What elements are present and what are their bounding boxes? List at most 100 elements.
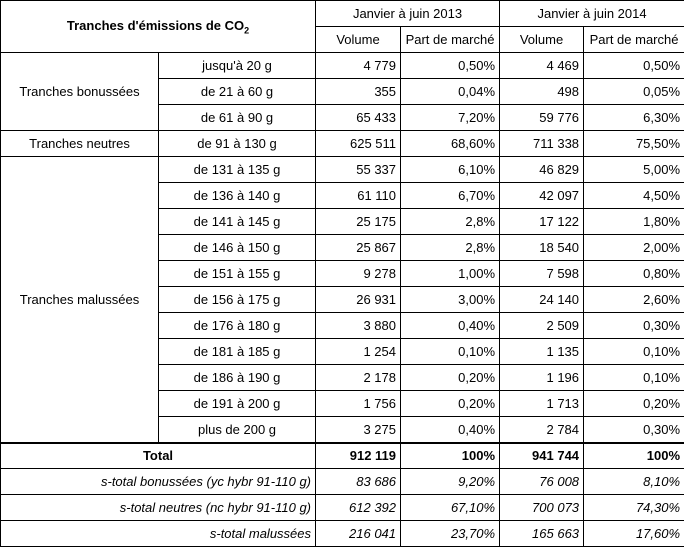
range-cell: de 91 à 130 g: [157, 130, 317, 157]
group-cell-bonussees: Tranches bonussées: [0, 52, 159, 131]
table-row: de 61 à 90 g 65 433 7,20% 59 776 6,30%: [1, 104, 684, 131]
volume-2013-cell: 9 278: [315, 260, 402, 287]
share-2014-cell: 0,05%: [583, 78, 684, 105]
table-row: de 146 à 150 g 25 867 2,8% 18 540 2,00%: [1, 234, 684, 261]
share-2013-cell: 0,40%: [400, 312, 501, 339]
volume-2013-cell: 2 178: [315, 364, 402, 391]
subtotal-volume-2013-cell: 216 041: [315, 520, 402, 547]
share-2014-cell: 2,60%: [583, 286, 684, 313]
volume-2014-cell: 1 135: [499, 338, 585, 365]
share-2014-cell: 1,80%: [583, 208, 684, 235]
volume-2013-cell: 355: [315, 78, 402, 105]
group-cell-malussees: Tranches malussées: [0, 156, 159, 443]
subtotal-row: s-total neutres (nc hybr 91-110 g) 612 3…: [0, 494, 684, 521]
range-cell: de 181 à 185 g: [157, 338, 317, 365]
share-2014-cell: 0,30%: [583, 312, 684, 339]
volume-2013-cell: 25 867: [315, 234, 402, 261]
table-title-text: Tranches d'émissions de CO: [66, 17, 245, 33]
subtotal-row: s-total malussées 216 041 23,70% 165 663…: [0, 520, 684, 547]
subtotal-volume-2013-cell: 83 686: [315, 468, 402, 495]
table-row: de 181 à 185 g 1 254 0,10% 1 135 0,10%: [1, 338, 684, 365]
volume-2013-cell: 25 175: [315, 208, 402, 235]
total-volume-2013-cell: 912 119: [315, 441, 402, 469]
subtotal-share-2014-cell: 8,10%: [583, 468, 684, 495]
share-2013-cell: 0,50%: [400, 52, 501, 79]
subtotal-label-cell: s-total bonussées (yc hybr 91-110 g): [0, 468, 317, 495]
subtotal-volume-2014-cell: 700 073: [499, 494, 585, 521]
total-share-2014-cell: 100%: [583, 441, 684, 469]
share-2014-cell: 0,50%: [583, 52, 684, 79]
table-row: de 176 à 180 g 3 880 0,40% 2 509 0,30%: [1, 312, 684, 339]
share-2013-cell: 6,70%: [400, 182, 501, 209]
volume-2013-cell: 1 756: [315, 390, 402, 417]
subtotal-share-2013-cell: 67,10%: [400, 494, 501, 521]
table-row: de 21 à 60 g 355 0,04% 498 0,05%: [1, 78, 684, 105]
volume-2014-cell: 4 469: [499, 52, 585, 79]
share-2013-cell: 3,00%: [400, 286, 501, 313]
share-2013-cell: 6,10%: [400, 156, 501, 183]
share-2014-cell: 75,50%: [583, 130, 684, 157]
share-2014-cell: 6,30%: [583, 104, 684, 131]
volume-2013-cell: 1 254: [315, 338, 402, 365]
total-share-2013-cell: 100%: [400, 441, 501, 469]
range-cell: plus de 200 g: [157, 416, 317, 443]
co2-subscript: 2: [244, 25, 250, 36]
period-2014-header: Janvier à juin 2014: [499, 0, 684, 27]
volume-2013-cell: 4 779: [315, 52, 402, 79]
share-2014-cell: 0,10%: [583, 364, 684, 391]
range-cell: de 151 à 155 g: [157, 260, 317, 287]
share-2014-cell: 0,80%: [583, 260, 684, 287]
volume-2014-cell: 1 196: [499, 364, 585, 391]
period-2013-header: Janvier à juin 2013: [315, 0, 501, 27]
share-2013-cell: 0,10%: [400, 338, 501, 365]
total-label-cell: Total: [0, 441, 317, 469]
table-row: de 151 à 155 g 9 278 1,00% 7 598 0,80%: [1, 260, 684, 287]
volume-2013-cell: 55 337: [315, 156, 402, 183]
volume-2013-cell: 61 110: [315, 182, 402, 209]
volume-2014-cell: 46 829: [499, 156, 585, 183]
subtotal-share-2014-cell: 17,60%: [583, 520, 684, 547]
group-cell-neutres: Tranches neutres: [0, 130, 159, 157]
share-2013-cell: 7,20%: [400, 104, 501, 131]
share-2013-cell: 1,00%: [400, 260, 501, 287]
subtotal-volume-2014-cell: 76 008: [499, 468, 585, 495]
range-cell: jusqu'à 20 g: [157, 52, 317, 79]
volume-2013-cell: 65 433: [315, 104, 402, 131]
share-2014-cell: 0,10%: [583, 338, 684, 365]
share-2014-header: Part de marché: [583, 26, 684, 53]
share-2013-cell: 0,40%: [400, 416, 501, 443]
volume-2013-cell: 3 880: [315, 312, 402, 339]
subtotal-volume-2013-cell: 612 392: [315, 494, 402, 521]
range-cell: de 131 à 135 g: [157, 156, 317, 183]
share-2014-cell: 4,50%: [583, 182, 684, 209]
range-cell: de 146 à 150 g: [157, 234, 317, 261]
range-cell: de 61 à 90 g: [157, 104, 317, 131]
volume-2014-cell: 17 122: [499, 208, 585, 235]
share-2014-cell: 2,00%: [583, 234, 684, 261]
volume-2014-cell: 711 338: [499, 130, 585, 157]
volume-2014-cell: 18 540: [499, 234, 585, 261]
share-2014-cell: 5,00%: [583, 156, 684, 183]
range-cell: de 186 à 190 g: [157, 364, 317, 391]
table-row: de 186 à 190 g 2 178 0,20% 1 196 0,10%: [1, 364, 684, 391]
share-2013-cell: 2,8%: [400, 208, 501, 235]
total-volume-2014-cell: 941 744: [499, 441, 585, 469]
share-2013-header: Part de marché: [400, 26, 501, 53]
share-2013-cell: 0,20%: [400, 390, 501, 417]
table-title: Tranches d'émissions de CO2: [0, 0, 317, 53]
share-2013-cell: 0,20%: [400, 364, 501, 391]
subtotal-share-2013-cell: 23,70%: [400, 520, 501, 547]
table-row: de 191 à 200 g 1 756 0,20% 1 713 0,20%: [1, 390, 684, 417]
subtotal-label-cell: s-total malussées: [0, 520, 317, 547]
table-row: de 141 à 145 g 25 175 2,8% 17 122 1,80%: [1, 208, 684, 235]
table-row: Tranches malussées de 131 à 135 g 55 337…: [0, 156, 684, 443]
volume-2013-cell: 26 931: [315, 286, 402, 313]
range-cell: de 21 à 60 g: [157, 78, 317, 105]
volume-2014-cell: 42 097: [499, 182, 585, 209]
volume-2014-cell: 2 509: [499, 312, 585, 339]
volume-2014-cell: 498: [499, 78, 585, 105]
subtotal-label-cell: s-total neutres (nc hybr 91-110 g): [0, 494, 317, 521]
table-row: Tranches neutres de 91 à 130 g 625 511 6…: [0, 130, 684, 157]
volume-2014-cell: 24 140: [499, 286, 585, 313]
